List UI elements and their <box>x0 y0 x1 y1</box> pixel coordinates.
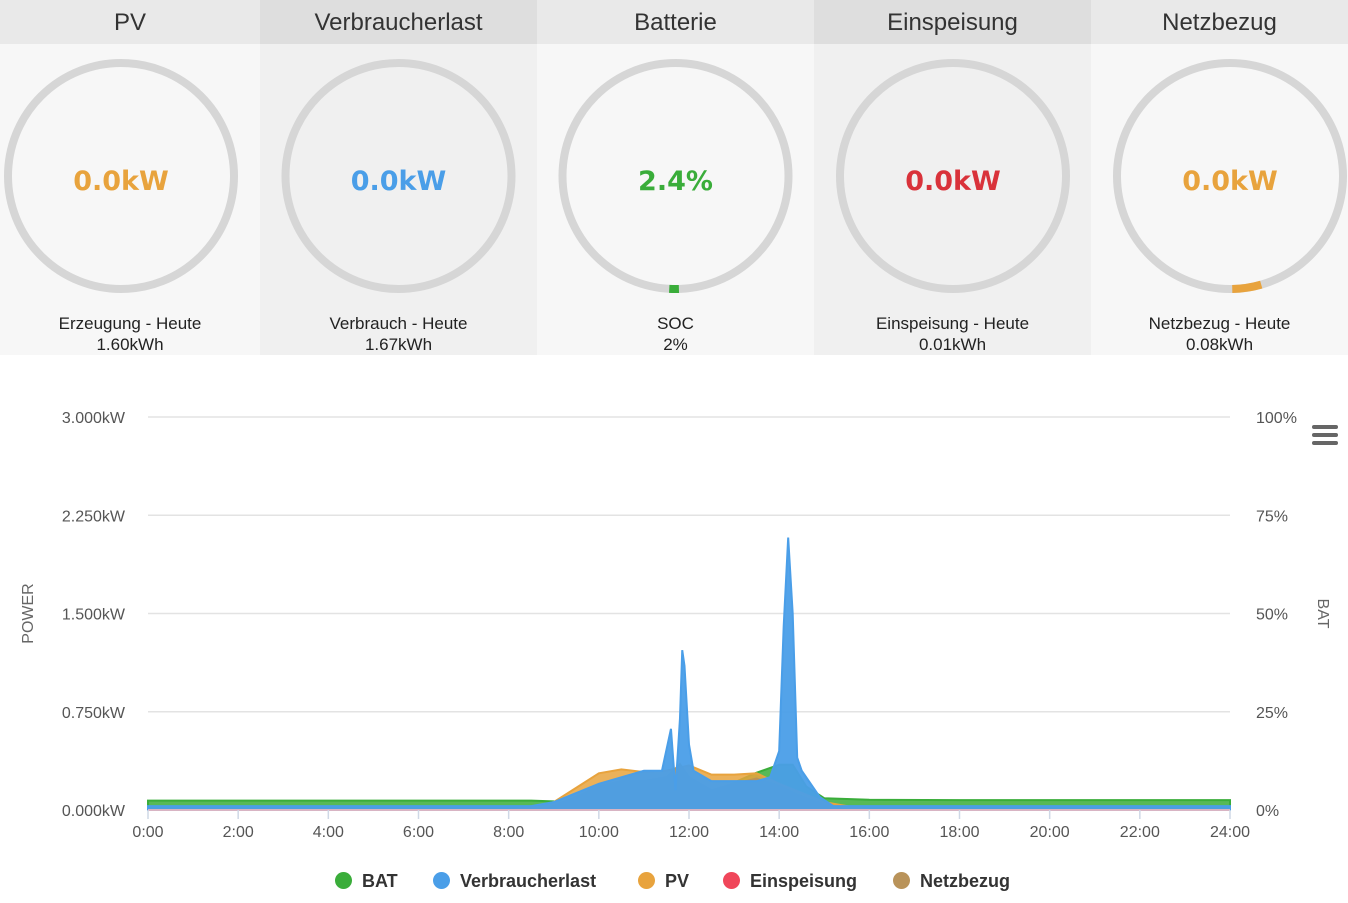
panel-einspeisung: Einspeisung 0.0kW Einspeisung - Heute 0.… <box>814 0 1091 355</box>
x-tick-label: 12:00 <box>669 824 709 841</box>
gauge: 0.0kW <box>4 59 238 293</box>
legend-label: Netzbezug <box>920 871 1010 891</box>
legend-item-einspeisung[interactable]: Einspeisung <box>723 868 857 894</box>
chart-menu-button[interactable] <box>1312 425 1338 447</box>
y-right-tick-label: 75% <box>1256 508 1288 525</box>
footer-label: Verbrauch - Heute <box>329 314 468 333</box>
panel-title: Netzbezug <box>1091 0 1348 44</box>
y-right-axis-title: BAT <box>1314 599 1331 629</box>
y-left-tick-label: 3.000kW <box>62 410 126 427</box>
legend-item-bat[interactable]: BAT <box>335 868 398 894</box>
y-right-tick-label: 0% <box>1256 803 1279 820</box>
gauge-value: 0.0kW <box>351 166 447 197</box>
gauge-track <box>1113 59 1347 293</box>
footer-label: SOC <box>657 314 694 333</box>
legend-marker <box>893 872 910 889</box>
legend-marker <box>638 872 655 889</box>
legend-marker <box>335 872 352 889</box>
y-left-axis-title: POWER <box>20 583 37 643</box>
panel-title: Einspeisung <box>814 0 1091 44</box>
y-right-tick-label: 50% <box>1256 607 1288 624</box>
x-tick-label: 4:00 <box>313 824 344 841</box>
gauge: 0.0kW <box>836 59 1070 293</box>
gauge-value: 0.0kW <box>905 166 1001 197</box>
panel-pv: PV 0.0kW Erzeugung - Heute 1.60kWh <box>0 0 260 355</box>
x-tick-label: 14:00 <box>759 824 799 841</box>
menu-bar <box>1312 425 1338 429</box>
x-tick-label: 2:00 <box>223 824 254 841</box>
y-right-tick-label: 100% <box>1256 410 1297 427</box>
menu-bar <box>1312 433 1338 437</box>
panel-body: 0.0kW Netzbezug - Heute 0.08kWh <box>1091 44 1348 355</box>
y-left-tick-label: 0.000kW <box>62 803 126 820</box>
x-tick-label: 24:00 <box>1210 824 1250 841</box>
x-tick-label: 18:00 <box>939 824 979 841</box>
panel-netzbezug: Netzbezug 0.0kW Netzbezug - Heute 0.08kW… <box>1091 0 1348 355</box>
x-tick-label: 8:00 <box>493 824 524 841</box>
gauge-track <box>4 59 238 293</box>
y-left-tick-label: 1.500kW <box>62 607 126 624</box>
grid-lines <box>148 416 1230 811</box>
panel-body: 0.0kW Verbrauch - Heute 1.67kWh <box>260 44 537 355</box>
panel-title: Verbraucherlast <box>260 0 537 44</box>
menu-bar <box>1312 441 1338 445</box>
footer-value: 0.08kWh <box>1185 335 1254 354</box>
footer-value: 2% <box>663 335 688 354</box>
gauge-track <box>836 59 1070 293</box>
panel-body: 0.0kW Erzeugung - Heute 1.60kWh <box>0 44 260 355</box>
legend-marker <box>723 872 740 889</box>
axes: 0.000kW 0.750kW 1.500kW 2.250kW 3.000kW 0% 25%… <box>20 410 1331 841</box>
summary-panels: PV 0.0kW Erzeugung - Heute 1.60kWh Verbr… <box>0 0 1348 355</box>
legend-item-verbraucherlast[interactable]: Verbraucherlast <box>433 868 596 894</box>
chart-legend: BAT Verbraucherlast PV Einspeisung Netzb… <box>0 868 1348 894</box>
x-tick-label: 0:00 <box>132 824 163 841</box>
panel-title: Batterie <box>537 0 814 44</box>
legend-marker <box>433 872 450 889</box>
panel-verbraucherlast: Verbraucherlast 0.0kW Verbrauch - Heute … <box>260 0 537 355</box>
panel-body: 2.4% SOC 2% <box>537 44 814 355</box>
x-tick-label: 6:00 <box>403 824 434 841</box>
gauge: 2.4% <box>558 59 793 293</box>
panel-body: 0.0kW Einspeisung - Heute 0.01kWh <box>814 44 1091 355</box>
gauge-value: 2.4% <box>638 166 713 197</box>
series-areas <box>147 537 1231 811</box>
footer-value: 1.60kWh <box>96 335 164 354</box>
legend-label: PV <box>665 871 690 891</box>
footer-value: 1.67kWh <box>364 335 433 354</box>
footer-value: 0.01kWh <box>918 335 987 354</box>
panel-title: PV <box>0 0 260 44</box>
legend-item-netzbezug[interactable]: Netzbezug <box>893 868 1010 894</box>
y-left-tick-label: 0.750kW <box>62 705 126 722</box>
y-left-tick-label: 2.250kW <box>62 508 126 525</box>
power-chart: 0.000kW 0.750kW 1.500kW 2.250kW 3.000kW 0% 25%… <box>20 410 1331 841</box>
gauge-value: 0.0kW <box>1182 166 1278 197</box>
x-tick-label: 22:00 <box>1120 824 1160 841</box>
legend-label: BAT <box>362 871 398 891</box>
footer-label: Einspeisung - Heute <box>875 314 1030 333</box>
series-area-verbraucherlast <box>147 537 1231 811</box>
x-tick-label: 16:00 <box>849 824 889 841</box>
gauge-track <box>281 59 516 293</box>
legend-item-pv[interactable]: PV <box>638 868 689 894</box>
legend-label: Verbraucherlast <box>460 871 597 891</box>
footer-label: Erzeugung - Heute <box>58 314 202 333</box>
footer-label: Netzbezug - Heute <box>1148 314 1291 333</box>
x-tick-label: 20:00 <box>1030 824 1070 841</box>
gauge-value: 0.0kW <box>73 166 169 197</box>
gauge-arc <box>1232 280 1263 293</box>
gauge: 0.0kW <box>281 59 516 293</box>
x-tick-label: 10:00 <box>579 824 619 841</box>
y-right-tick-label: 25% <box>1256 705 1288 722</box>
panel-batterie: Batterie 2.4% SOC 2% <box>537 0 814 355</box>
gauge: 0.0kW <box>1113 59 1347 293</box>
legend-label: Einspeisung <box>750 871 858 891</box>
